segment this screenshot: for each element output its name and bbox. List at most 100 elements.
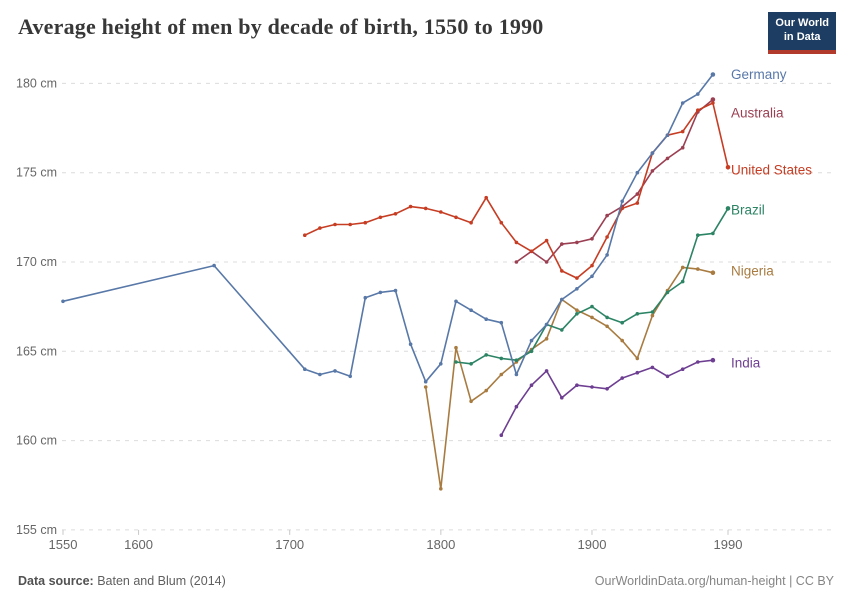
data-point-united-states [635, 201, 640, 205]
data-point-brazil [590, 304, 594, 309]
y-axis-label: 160 cm [16, 434, 57, 448]
data-point-united-states [711, 101, 715, 105]
x-axis-label: 1990 [714, 537, 743, 552]
data-point-india [544, 369, 549, 373]
data-point-united-states [454, 215, 458, 220]
series-line-germany[interactable] [62, 74, 714, 383]
data-point-brazil [725, 206, 731, 211]
data-point-india [635, 370, 640, 375]
data-source-label: Data source: [18, 574, 94, 588]
owid-logo-line2: in Data [783, 30, 821, 43]
data-point-brazil [560, 328, 564, 332]
data-point-brazil [650, 310, 655, 314]
chart-title: Average height of men by decade of birth… [18, 14, 544, 39]
series-line-united-states[interactable] [304, 102, 729, 279]
series-line-india[interactable] [500, 359, 713, 436]
data-point-united-states [439, 210, 443, 214]
data-point-india [590, 385, 594, 389]
data-point-united-states [620, 206, 624, 211]
series-line-australia[interactable] [515, 98, 714, 263]
data-point-united-states [590, 263, 594, 268]
data-point-united-states [560, 269, 564, 273]
data-point-india [710, 357, 716, 363]
y-axis-label: 175 cm [16, 166, 57, 180]
data-point-australia [650, 169, 655, 173]
series-line-brazil[interactable] [455, 207, 729, 365]
series-label-australia[interactable]: Australia [731, 106, 784, 121]
data-point-germany [469, 308, 473, 313]
data-point-brazil [665, 290, 670, 295]
y-axis-label: 165 cm [16, 344, 57, 358]
data-point-united-states [484, 195, 489, 200]
data-point-india [499, 433, 504, 438]
data-point-india [529, 383, 534, 388]
data-point-australia [514, 260, 519, 264]
data-point-germany [665, 133, 670, 137]
data-point-united-states [575, 276, 579, 280]
data-point-nigeria [680, 265, 685, 270]
data-point-nigeria [605, 324, 609, 329]
data-point-india [605, 387, 609, 391]
data-point-germany [303, 367, 307, 372]
series-label-germany[interactable]: Germany [731, 67, 787, 82]
data-point-brazil [529, 349, 534, 354]
data-point-united-states [393, 212, 398, 216]
series-label-brazil[interactable]: Brazil [731, 203, 765, 218]
data-source-value: Baten and Blum (2014) [97, 574, 226, 588]
data-point-australia [710, 97, 716, 102]
data-point-nigeria [499, 372, 504, 377]
data-point-nigeria [635, 356, 640, 361]
data-point-united-states [605, 235, 609, 239]
data-point-germany [393, 288, 398, 293]
data-point-india [665, 374, 670, 379]
data-point-australia [575, 240, 579, 245]
data-point-india [696, 360, 700, 364]
data-point-germany [575, 287, 579, 291]
data-point-united-states [408, 204, 413, 209]
data-point-nigeria [484, 388, 489, 393]
data-point-germany [499, 320, 504, 325]
data-point-germany [696, 92, 700, 96]
data-point-brazil [469, 362, 473, 366]
data-point-australia [544, 260, 549, 264]
owid-logo: Our World in Data [768, 12, 836, 54]
data-point-germany [408, 342, 413, 347]
data-point-united-states [333, 222, 337, 227]
x-axis-label: 1700 [275, 537, 304, 552]
series-line-nigeria[interactable] [424, 266, 714, 490]
data-point-united-states [378, 215, 383, 220]
data-point-germany [590, 274, 594, 279]
data-point-india [650, 365, 655, 370]
x-axis-label: 1800 [426, 537, 455, 552]
x-axis-label: 1900 [578, 537, 607, 552]
data-point-united-states [696, 108, 700, 112]
data-point-germany [439, 362, 443, 366]
data-point-australia [605, 213, 609, 218]
data-point-germany [635, 170, 640, 175]
data-point-germany [423, 379, 428, 384]
data-point-united-states [423, 206, 428, 211]
data-point-brazil [680, 279, 685, 284]
series-label-nigeria[interactable]: Nigeria [731, 264, 774, 279]
data-point-germany [529, 338, 534, 343]
data-point-brazil [575, 312, 579, 316]
data-point-germany [484, 317, 489, 322]
data-point-germany [348, 374, 353, 379]
data-point-brazil [605, 315, 609, 320]
data-point-united-states [303, 233, 307, 237]
data-point-united-states [514, 240, 519, 245]
data-point-united-states [725, 165, 731, 170]
data-point-australia [635, 192, 640, 196]
data-point-united-states [529, 249, 534, 254]
data-point-nigeria [544, 337, 549, 341]
data-point-united-states [469, 220, 473, 225]
data-point-germany [514, 372, 519, 377]
data-point-germany [620, 199, 624, 204]
data-point-india [680, 367, 685, 372]
data-point-germany [61, 299, 65, 304]
series-label-united-states[interactable]: United States [731, 163, 812, 178]
data-point-brazil [484, 353, 489, 357]
series-label-india[interactable]: India [731, 356, 761, 371]
x-axis-label: 1550 [49, 537, 78, 552]
